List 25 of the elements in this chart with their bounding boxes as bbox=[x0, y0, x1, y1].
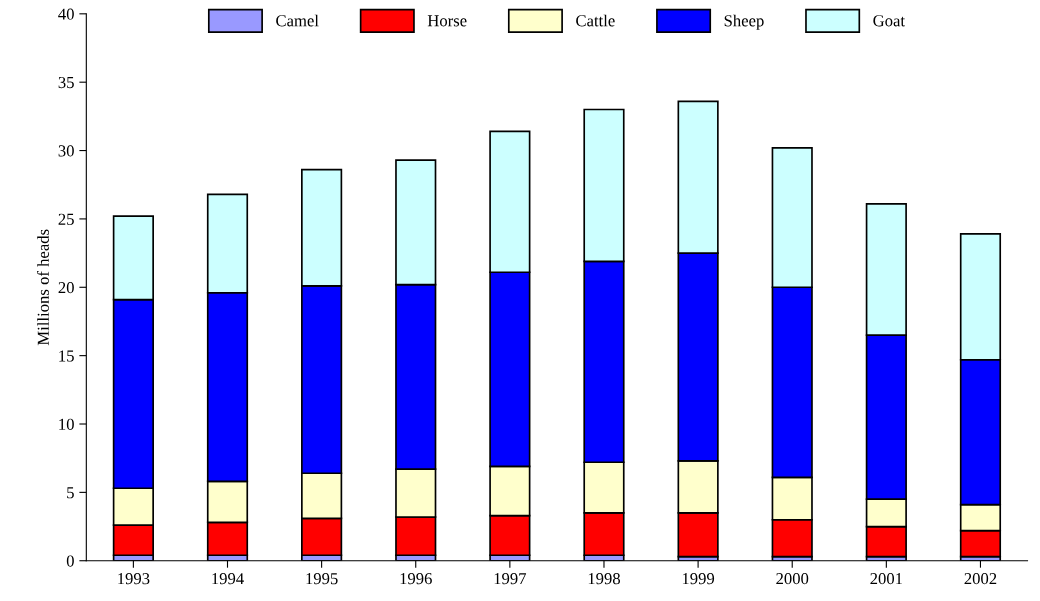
y-tick-label: 0 bbox=[66, 555, 74, 567]
y-tick-label: 30 bbox=[58, 145, 74, 157]
x-tick-label: 1998 bbox=[588, 573, 621, 585]
x-tick-label: 2000 bbox=[776, 573, 809, 585]
x-tick-label: 2001 bbox=[870, 573, 903, 585]
x-tick-label: 1994 bbox=[212, 573, 244, 585]
y-tick-label: 10 bbox=[59, 418, 74, 430]
legend-label: Cattle bbox=[576, 14, 615, 27]
legend-label: Sheep bbox=[724, 14, 764, 30]
x-tick-label: 1999 bbox=[682, 573, 715, 585]
legend-label: Camel bbox=[276, 14, 319, 27]
y-tick-label: 15 bbox=[59, 350, 74, 362]
y-tick-label: 5 bbox=[67, 487, 74, 499]
x-tick-label: 1993 bbox=[118, 573, 150, 585]
y-axis-title: Millions of heads bbox=[37, 229, 49, 346]
y-tick-label: 40 bbox=[58, 8, 74, 20]
legend-label: Horse bbox=[427, 15, 467, 27]
x-tick-label: 1996 bbox=[400, 573, 432, 585]
y-tick-label: 20 bbox=[58, 281, 74, 294]
x-tick-label: 1997 bbox=[494, 573, 527, 585]
y-tick-label: 25 bbox=[58, 213, 74, 225]
legend-label: Goat bbox=[873, 15, 905, 27]
x-tick-label: 1995 bbox=[306, 573, 338, 585]
y-tick-label: 35 bbox=[58, 76, 74, 89]
x-tick-label: 2002 bbox=[964, 573, 997, 585]
